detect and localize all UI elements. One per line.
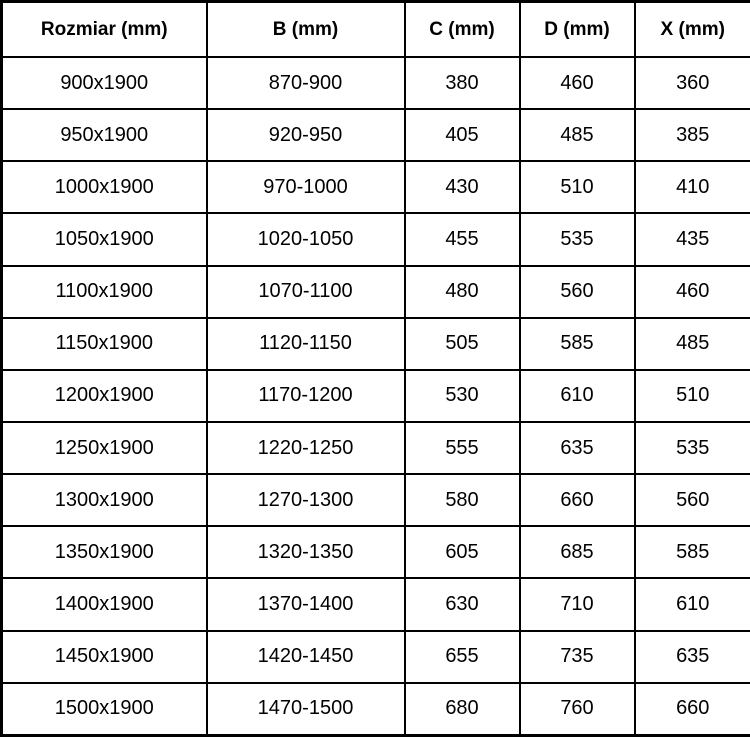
column-header: C (mm) <box>403 0 521 58</box>
table-cell: 710 <box>518 577 636 632</box>
table-cell: 1270-1300 <box>205 473 406 528</box>
table-cell: 1500x1900 <box>0 681 208 737</box>
table-cell: 360 <box>633 55 750 111</box>
table-row: 1500x1900 1470-1500 680 760 660 <box>0 681 750 737</box>
table-cell: 660 <box>633 681 750 737</box>
table-cell: 605 <box>403 525 521 580</box>
table-cell: 385 <box>633 108 750 163</box>
table-cell: 660 <box>518 473 636 528</box>
table-row: 1100x1900 1070-1100 480 560 460 <box>0 264 750 319</box>
column-header: B (mm) <box>205 0 406 58</box>
table-cell: 1100x1900 <box>0 264 208 319</box>
table-cell: 560 <box>518 264 636 319</box>
table-cell: 510 <box>633 368 750 423</box>
table-cell: 655 <box>403 629 521 684</box>
table-cell: 1370-1400 <box>205 577 406 632</box>
table-row: 1450x1900 1420-1450 655 735 635 <box>0 629 750 684</box>
table-cell: 535 <box>633 420 750 476</box>
table-cell: 585 <box>518 316 636 371</box>
table-cell: 1020-1050 <box>205 212 406 267</box>
table-cell: 610 <box>633 577 750 632</box>
table-cell: 760 <box>518 681 636 737</box>
table-row: 1350x1900 1320-1350 605 685 585 <box>0 525 750 580</box>
table-cell: 580 <box>403 473 521 528</box>
table-row: 950x1900 920-950 405 485 385 <box>0 108 750 163</box>
table-cell: 460 <box>518 55 636 111</box>
table-cell: 685 <box>518 525 636 580</box>
table-cell: 1170-1200 <box>205 368 406 423</box>
table-cell: 530 <box>403 368 521 423</box>
table-row: 900x1900 870-900 380 460 360 <box>0 55 750 111</box>
table-cell: 485 <box>633 316 750 371</box>
column-header: X (mm) <box>633 0 750 58</box>
table-cell: 1200x1900 <box>0 368 208 423</box>
table-cell: 950x1900 <box>0 108 208 163</box>
table-cell: 635 <box>518 420 636 476</box>
table-cell: 430 <box>403 160 521 215</box>
table-cell: 610 <box>518 368 636 423</box>
table-row: 1300x1900 1270-1300 580 660 560 <box>0 473 750 528</box>
table-cell: 380 <box>403 55 521 111</box>
table-header: Rozmiar (mm) B (mm) C (mm) D (mm) X (mm) <box>0 0 750 58</box>
table-cell: 1220-1250 <box>205 420 406 476</box>
column-header: D (mm) <box>518 0 636 58</box>
column-header: Rozmiar (mm) <box>0 0 208 58</box>
table-cell: 435 <box>633 212 750 267</box>
table-row: 1000x1900 970-1000 430 510 410 <box>0 160 750 215</box>
table-cell: 1000x1900 <box>0 160 208 215</box>
table-cell: 1300x1900 <box>0 473 208 528</box>
table-cell: 1120-1150 <box>205 316 406 371</box>
table-cell: 970-1000 <box>205 160 406 215</box>
table-cell: 1470-1500 <box>205 681 406 737</box>
table-row: 1250x1900 1220-1250 555 635 535 <box>0 420 750 476</box>
table-cell: 1050x1900 <box>0 212 208 267</box>
table-cell: 870-900 <box>205 55 406 111</box>
table-row: 1050x1900 1020-1050 455 535 435 <box>0 212 750 267</box>
table-cell: 510 <box>518 160 636 215</box>
table-cell: 480 <box>403 264 521 319</box>
table-row: 1150x1900 1120-1150 505 585 485 <box>0 316 750 371</box>
table-cell: 920-950 <box>205 108 406 163</box>
table-cell: 1150x1900 <box>0 316 208 371</box>
table-cell: 455 <box>403 212 521 267</box>
table-cell: 635 <box>633 629 750 684</box>
table-cell: 1400x1900 <box>0 577 208 632</box>
table-cell: 405 <box>403 108 521 163</box>
table-cell: 410 <box>633 160 750 215</box>
table-cell: 630 <box>403 577 521 632</box>
table-cell: 535 <box>518 212 636 267</box>
table-cell: 585 <box>633 525 750 580</box>
table-cell: 1350x1900 <box>0 525 208 580</box>
table-cell: 1320-1350 <box>205 525 406 580</box>
table-cell: 505 <box>403 316 521 371</box>
table-row: 1200x1900 1170-1200 530 610 510 <box>0 368 750 423</box>
table-cell: 555 <box>403 420 521 476</box>
table-cell: 680 <box>403 681 521 737</box>
table-cell: 735 <box>518 629 636 684</box>
table-cell: 1450x1900 <box>0 629 208 684</box>
table-cell: 1250x1900 <box>0 420 208 476</box>
header-row: Rozmiar (mm) B (mm) C (mm) D (mm) X (mm) <box>0 0 750 58</box>
table-cell: 560 <box>633 473 750 528</box>
table-body: 900x1900 870-900 380 460 360 950x1900 920-950 4… <box>0 55 750 737</box>
table-cell: 460 <box>633 264 750 319</box>
table-cell: 1070-1100 <box>205 264 406 319</box>
table-cell: 900x1900 <box>0 55 208 111</box>
table-cell: 485 <box>518 108 636 163</box>
table-cell: 1420-1450 <box>205 629 406 684</box>
table-row: 1400x1900 1370-1400 630 710 610 <box>0 577 750 632</box>
